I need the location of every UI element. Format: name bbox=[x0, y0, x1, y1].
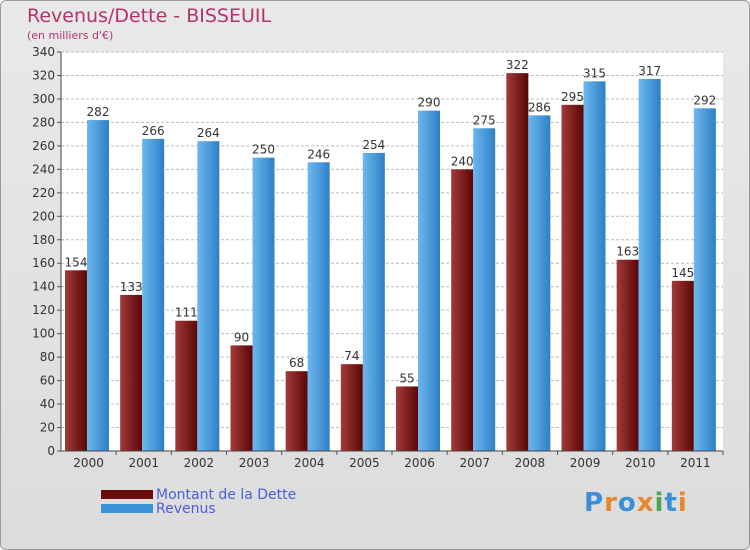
logo-letter: i bbox=[677, 488, 688, 518]
data-label-revenus-2000: 282 bbox=[87, 105, 110, 119]
bar-debt-2003 bbox=[230, 345, 253, 451]
x-tick-label: 2008 bbox=[515, 456, 546, 470]
x-tick-label: 2009 bbox=[570, 456, 601, 470]
data-label-debt-2002: 111 bbox=[175, 306, 198, 320]
bar-debt-2004 bbox=[285, 371, 308, 451]
data-label-revenus-2010: 317 bbox=[638, 64, 661, 78]
data-label-revenus-2003: 250 bbox=[252, 143, 275, 157]
data-label-debt-2005: 74 bbox=[344, 349, 359, 363]
data-label-debt-2000: 154 bbox=[65, 255, 88, 269]
bar-debt-2006 bbox=[396, 386, 418, 451]
y-tick-label: 100 bbox=[32, 327, 55, 341]
data-label-debt-2006: 55 bbox=[399, 371, 414, 385]
legend-label-dette: Montant de la Dette bbox=[156, 487, 297, 503]
data-label-revenus-2009: 315 bbox=[583, 66, 606, 80]
data-label-debt-2009: 295 bbox=[561, 90, 584, 104]
y-tick-label: 60 bbox=[40, 374, 55, 388]
legend-swatch-dette bbox=[101, 490, 153, 499]
y-tick-label: 120 bbox=[32, 303, 55, 317]
bar-debt-2007 bbox=[451, 169, 474, 451]
x-tick-label: 2010 bbox=[625, 456, 656, 470]
x-tick-label: 2011 bbox=[680, 456, 711, 470]
y-tick-label: 260 bbox=[32, 139, 55, 153]
plot-area bbox=[61, 52, 723, 451]
y-tick-label: 0 bbox=[47, 444, 55, 458]
logo-letter: x bbox=[636, 488, 655, 518]
logo-letter: t bbox=[664, 488, 678, 518]
y-tick-label: 80 bbox=[40, 350, 55, 364]
y-tick-label: 240 bbox=[32, 162, 55, 176]
data-label-revenus-2006: 290 bbox=[418, 96, 441, 110]
logo-letter: i bbox=[654, 488, 665, 518]
bar-revenus-2008 bbox=[528, 115, 551, 451]
bar-debt-2008 bbox=[506, 73, 529, 451]
data-label-debt-2001: 133 bbox=[120, 280, 143, 294]
logo-letter: o bbox=[617, 488, 637, 518]
bar-debt-2009 bbox=[561, 104, 584, 451]
bar-debt-2002 bbox=[175, 320, 198, 451]
y-tick-label: 40 bbox=[40, 397, 55, 411]
data-label-debt-2010: 163 bbox=[616, 245, 639, 259]
bar-revenus-2006 bbox=[418, 110, 440, 452]
data-label-debt-2011: 145 bbox=[671, 266, 694, 280]
chart-title: Revenus/Dette - BISSEUIL bbox=[27, 5, 272, 27]
data-label-revenus-2007: 275 bbox=[473, 113, 496, 127]
data-label-revenus-2001: 266 bbox=[142, 124, 165, 138]
y-tick-label: 300 bbox=[32, 92, 55, 106]
bar-revenus-2010 bbox=[638, 78, 661, 451]
x-tick-label: 2001 bbox=[128, 456, 159, 470]
legend-label-revenus: Revenus bbox=[156, 501, 216, 517]
y-tick-label: 340 bbox=[32, 45, 55, 59]
x-tick-label: 2003 bbox=[239, 456, 270, 470]
data-label-revenus-2002: 264 bbox=[197, 126, 220, 140]
y-tick-label: 20 bbox=[40, 421, 55, 435]
logo-letter: r bbox=[604, 488, 618, 518]
bar-debt-2000 bbox=[65, 270, 87, 451]
data-label-revenus-2008: 286 bbox=[528, 100, 551, 114]
x-tick-label: 2006 bbox=[404, 456, 435, 470]
data-label-revenus-2005: 254 bbox=[362, 138, 385, 152]
bar-revenus-2004 bbox=[307, 162, 330, 451]
bar-revenus-2000 bbox=[87, 120, 109, 452]
logo-letter: P bbox=[584, 488, 605, 518]
y-tick-label: 180 bbox=[32, 233, 55, 247]
proxiti-logo: Proxiti bbox=[584, 488, 688, 518]
bar-debt-2011 bbox=[671, 280, 694, 451]
bar-revenus-2002 bbox=[197, 141, 220, 451]
y-tick-label: 140 bbox=[32, 280, 55, 294]
x-tick-label: 2007 bbox=[459, 456, 490, 470]
x-tick-label: 2000 bbox=[73, 456, 104, 470]
data-label-debt-2008: 322 bbox=[506, 58, 529, 72]
y-tick-label: 220 bbox=[32, 186, 55, 200]
x-tick-label: 2004 bbox=[294, 456, 325, 470]
x-tick-label: 2002 bbox=[184, 456, 215, 470]
data-label-debt-2003: 90 bbox=[234, 330, 249, 344]
y-tick-label: 320 bbox=[32, 68, 55, 82]
y-tick-label: 200 bbox=[32, 209, 55, 223]
bar-debt-2001 bbox=[120, 294, 143, 451]
data-label-revenus-2011: 292 bbox=[693, 93, 716, 107]
data-label-debt-2004: 68 bbox=[289, 356, 304, 370]
legend-swatch-revenus bbox=[101, 504, 153, 513]
bar-revenus-2007 bbox=[473, 128, 496, 451]
bar-debt-2005 bbox=[340, 364, 363, 451]
bar-debt-2010 bbox=[616, 259, 639, 451]
bar-revenus-2003 bbox=[252, 157, 275, 451]
y-tick-label: 160 bbox=[32, 256, 55, 270]
bar-revenus-2009 bbox=[583, 81, 606, 452]
bar-revenus-2005 bbox=[362, 152, 385, 451]
y-tick-label: 280 bbox=[32, 115, 55, 129]
bar-revenus-2011 bbox=[693, 108, 716, 452]
chart-subtitle: (en milliers d'€) bbox=[27, 29, 114, 42]
data-label-debt-2007: 240 bbox=[451, 154, 474, 168]
x-tick-label: 2005 bbox=[349, 456, 380, 470]
data-label-revenus-2004: 246 bbox=[307, 147, 330, 161]
bar-revenus-2001 bbox=[142, 138, 165, 451]
